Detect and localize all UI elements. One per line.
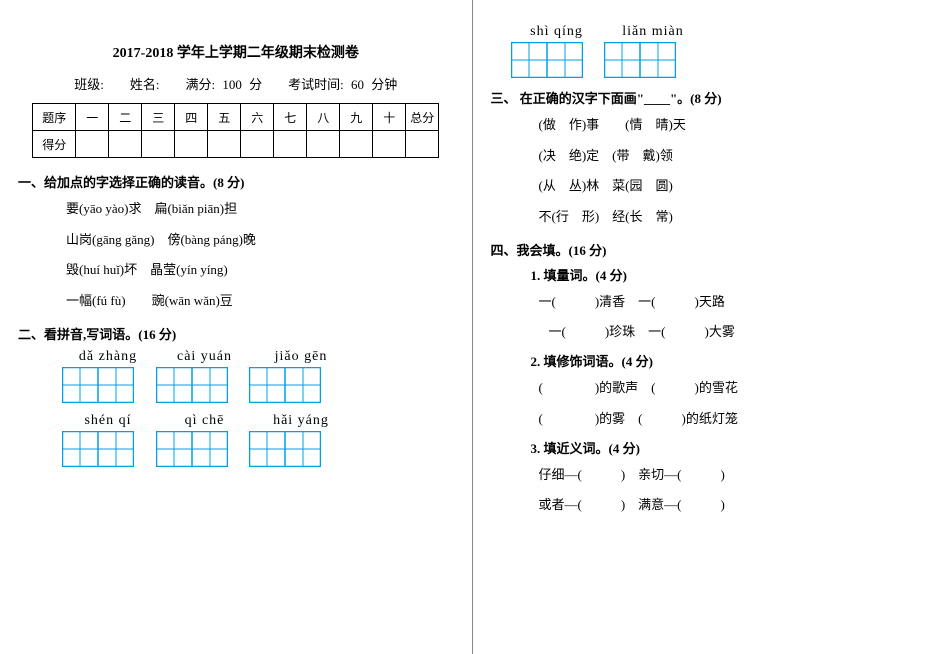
write-box[interactable]: [511, 42, 583, 78]
pinyin: shén qí: [62, 413, 154, 429]
col-head: 八: [307, 104, 340, 131]
write-box[interactable]: [156, 367, 228, 403]
col-head: 二: [109, 104, 142, 131]
pinyin: hǎi yáng: [255, 413, 347, 429]
write-box[interactable]: [604, 42, 676, 78]
q3-line: 不(行 形) 经(长 常): [539, 205, 928, 230]
row-label: 题序: [33, 104, 76, 131]
pinyin: cài yuán: [159, 349, 251, 365]
q3-line: (决 绝)定 (带 戴)领: [539, 144, 928, 169]
q4-sub3: 3. 填近义词。(4 分): [531, 438, 928, 457]
q3-line: (从 丛)林 菜(园 圆): [539, 174, 928, 199]
exam-title: 2017-2018 学年上学期二年级期末检测卷: [18, 42, 454, 62]
q3-heading: 三、 在正确的汉字下面画"____"。(8 分): [491, 88, 928, 107]
left-column: 2017-2018 学年上学期二年级期末检测卷 班级: 姓名: 满分: 100 …: [0, 0, 473, 654]
pinyin: qì chē: [159, 413, 251, 429]
q4-line: ( )的雾 ( )的纸灯笼: [539, 407, 928, 432]
boxes-row: [511, 42, 928, 78]
col-head: 三: [142, 104, 175, 131]
write-box[interactable]: [62, 367, 134, 403]
q4-sub1: 1. 填量词。(4 分): [531, 265, 928, 284]
table-row: 得分: [33, 131, 439, 158]
score-table: 题序 一 二 三 四 五 六 七 八 九 十 总分 得分: [32, 103, 439, 158]
col-head: 九: [340, 104, 373, 131]
q4-line: 一( )清香 一( )天路: [539, 290, 928, 315]
write-box[interactable]: [156, 431, 228, 467]
pinyin-row: dǎ zhàng cài yuán jiǎo gēn: [62, 349, 454, 365]
q4-line: ( )的歌声 ( )的雪花: [539, 376, 928, 401]
boxes-row: [62, 367, 454, 403]
page: 2017-2018 学年上学期二年级期末检测卷 班级: 姓名: 满分: 100 …: [0, 0, 945, 654]
q4-line: 一( )珍珠 一( )大雾: [549, 320, 928, 345]
write-box[interactable]: [62, 431, 134, 467]
q4-sub2: 2. 填修饰词语。(4 分): [531, 351, 928, 370]
write-box[interactable]: [249, 367, 321, 403]
q1-line: 一幅(fú fù) 豌(wān wǎn)豆: [66, 289, 454, 314]
q2-heading: 二、看拼音,写词语。(16 分): [18, 324, 454, 343]
right-column: shì qíng liǎn miàn 三、 在正确的汉字下面画"____"。(8…: [473, 0, 945, 654]
exam-meta: 班级: 姓名: 满分: 100 分 考试时间: 60 分钟: [18, 74, 454, 93]
col-head: 七: [274, 104, 307, 131]
pinyin: jiǎo gēn: [255, 349, 347, 365]
pinyin: liǎn miàn: [607, 24, 699, 40]
q1-heading: 一、给加点的字选择正确的读音。(8 分): [18, 172, 454, 191]
pinyin-row: shì qíng liǎn miàn: [511, 24, 928, 40]
q4-heading: 四、我会填。(16 分): [491, 240, 928, 259]
pinyin: shì qíng: [511, 24, 603, 40]
col-head: 总分: [406, 104, 439, 131]
col-head: 四: [175, 104, 208, 131]
col-head: 一: [76, 104, 109, 131]
write-box[interactable]: [249, 431, 321, 467]
q3-line: (做 作)事 (情 晴)天: [539, 113, 928, 138]
pinyin-row: shén qí qì chē hǎi yáng: [62, 413, 454, 429]
q1-line: 要(yāo yào)求 扁(biǎn piān)担: [66, 197, 454, 222]
col-head: 十: [373, 104, 406, 131]
q1-line: 山岗(gāng gǎng) 傍(bàng páng)晚: [66, 228, 454, 253]
row-label: 得分: [33, 131, 76, 158]
pinyin: dǎ zhàng: [62, 349, 154, 365]
q1-line: 毁(huí huǐ)坏 晶莹(yín yíng): [66, 258, 454, 283]
col-head: 五: [208, 104, 241, 131]
q4-line: 仔细—( ) 亲切—( ): [539, 463, 928, 488]
q4-line: 或者—( ) 满意—( ): [539, 493, 928, 518]
boxes-row: [62, 431, 454, 467]
col-head: 六: [241, 104, 274, 131]
table-row: 题序 一 二 三 四 五 六 七 八 九 十 总分: [33, 104, 439, 131]
